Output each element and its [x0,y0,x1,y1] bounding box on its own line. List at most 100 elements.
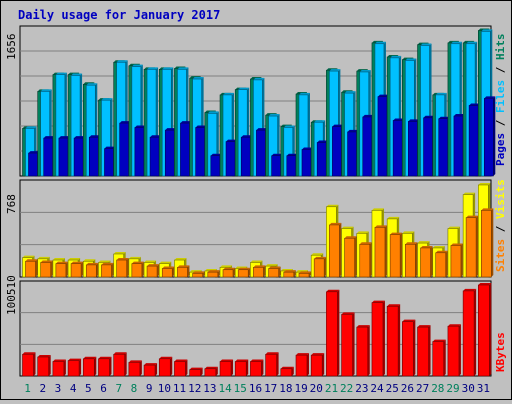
bar-top-pages-5 [89,135,101,138]
bar-kbytes-28 [432,341,445,377]
bar-side-kbytes-10 [170,356,173,376]
bar-top-sites-26 [405,242,418,245]
x-tick-label-10: 10 [158,382,171,395]
bar-sites-29 [450,245,462,278]
bar-sites-27 [420,247,431,278]
bar-top-kbytes-29 [447,324,461,327]
bar-side-sites-29 [460,243,463,277]
x-tick-label-27: 27 [416,382,429,395]
x-tick-label-19: 19 [294,382,307,395]
bar-side-kbytes-19 [306,353,309,376]
bar-top-files-4 [71,73,83,76]
bar-top-visits-7 [113,251,126,254]
bar-side-sites-31 [491,208,494,277]
max-value-label: 100510 [5,275,18,315]
bar-side-kbytes-21 [337,289,340,376]
bar-side-sites-8 [141,261,144,277]
bar-top-kbytes-15 [235,359,249,362]
bar-top-sites-9 [147,264,160,267]
bar-top-files-9 [147,67,159,70]
bar-top-pages-17 [271,153,283,156]
bar-sites-9 [146,265,158,278]
bar-top-pages-1 [28,151,40,154]
bar-top-sites-16 [253,265,266,268]
bar-top-visits-26 [402,231,415,234]
x-tick-label-14: 14 [218,382,232,395]
bar-top-sites-17 [268,266,281,269]
bar-top-visits-4 [68,258,81,261]
bar-top-pages-19 [301,147,313,150]
bar-kbytes-15 [234,361,247,377]
bar-side-kbytes-13 [215,366,218,376]
bar-sites-19 [298,273,310,278]
x-tick-label-6: 6 [100,382,107,395]
bar-kbytes-16 [250,361,262,377]
bar-top-kbytes-17 [265,352,279,355]
bar-pages-18 [286,155,297,177]
bar-sites-22 [344,237,355,278]
legend-item-visits: Visits [494,179,507,225]
x-tick-label-4: 4 [70,382,77,395]
bar-side-kbytes-16 [261,359,264,376]
bar-side-kbytes-14 [231,359,234,376]
bar-side-sites-25 [400,232,403,277]
bar-top-visits-1 [22,255,35,258]
bar-sites-6 [101,264,112,278]
bar-top-files-8 [131,64,143,67]
bar-pages-7 [119,122,129,177]
bar-top-sites-1 [25,259,38,262]
legend-item-kbytes: KBytes [494,332,507,372]
bar-top-kbytes-11 [174,359,188,362]
bar-side-kbytes-27 [428,325,431,376]
bar-pages-19 [301,149,312,177]
x-tick-label-28: 28 [431,382,444,395]
legend-visits-sites: Sites / Visits [494,179,507,272]
bar-top-pages-8 [134,125,146,128]
bar-side-kbytes-25 [398,304,401,376]
bar-top-pages-18 [286,153,298,156]
bar-top-pages-9 [150,135,162,138]
x-tick-label-22: 22 [340,382,353,395]
bar-top-pages-4 [74,136,86,139]
bar-kbytes-20 [310,354,323,377]
x-tick-label-9: 9 [146,382,153,395]
bar-pages-8 [134,127,145,177]
bar-top-kbytes-23 [356,325,370,328]
bar-kbytes-30 [462,290,475,377]
bar-top-files-23 [359,69,371,72]
bar-kbytes-9 [143,364,156,377]
bar-sites-17 [268,268,279,278]
bar-pages-6 [104,148,114,177]
bar-pages-22 [347,131,357,177]
panel-visits-sites: 768 Sites / Visits [5,179,507,278]
bar-top-sites-8 [131,261,144,264]
bar-side-kbytes-4 [79,358,82,376]
bar-kbytes-19 [295,354,308,377]
bar-top-kbytes-1 [22,352,36,355]
bar-top-sites-13 [207,270,220,273]
bar-top-pages-23 [362,114,374,117]
bar-top-files-7 [116,60,128,63]
bar-sites-16 [253,267,264,278]
bar-side-sites-1 [35,259,38,277]
bar-pages-1 [28,152,38,177]
bar-top-files-29 [450,41,462,44]
max-value-label: 768 [5,194,18,214]
bar-top-visits-21 [326,204,339,207]
bar-side-kbytes-1 [33,352,36,376]
bar-side-kbytes-20 [322,353,325,376]
bar-sites-3 [55,263,67,278]
bar-side-sites-19 [308,271,311,277]
bar-pages-27 [423,117,433,177]
bar-top-visits-14 [220,265,233,268]
bar-sites-20 [313,258,325,278]
bar-side-kbytes-12 [200,367,203,376]
bar-side-sites-28 [445,250,448,277]
bar-top-visits-16 [250,260,263,263]
bar-top-kbytes-10 [159,356,173,359]
bar-side-pages-31 [493,96,496,176]
bar-kbytes-17 [265,353,277,377]
bar-top-visits-23 [356,231,369,234]
bar-sites-11 [177,267,188,278]
